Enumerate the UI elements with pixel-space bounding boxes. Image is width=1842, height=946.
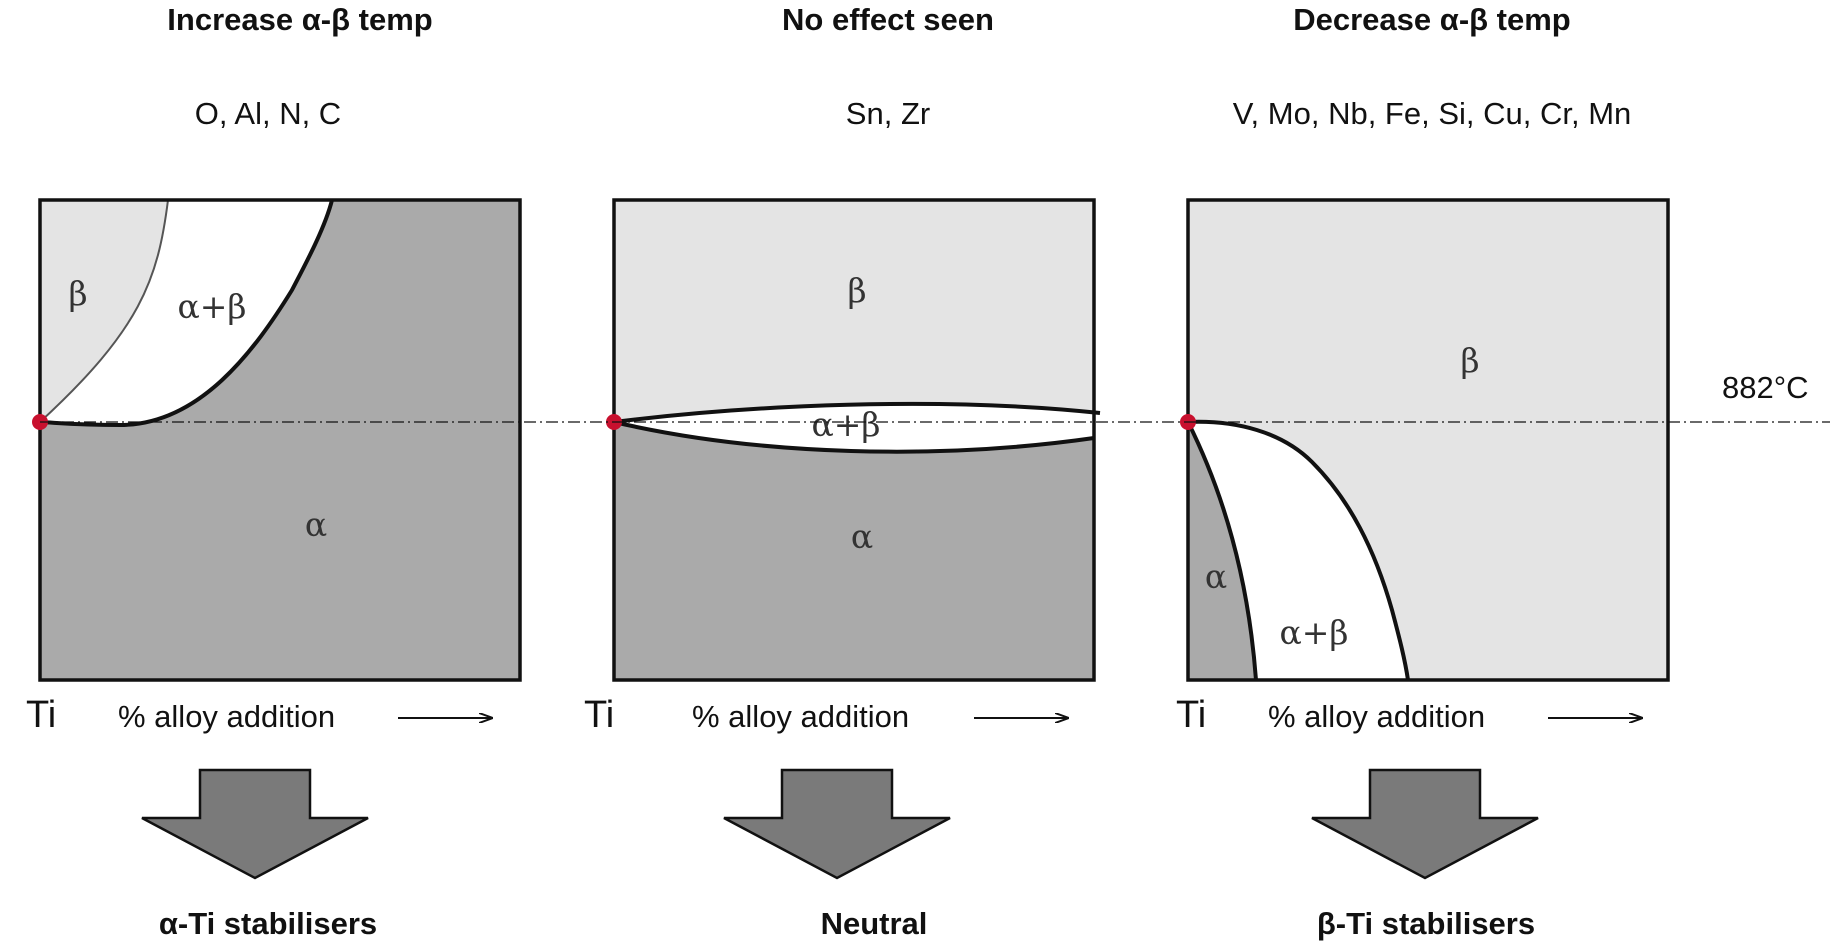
panel-2-down-arrow-icon [723,768,951,880]
panel-3-origin-label: Ti [1176,694,1206,736]
panel-1-elements: O, Al, N, C [195,96,341,131]
panel-1-frame [38,198,522,682]
panel-3-frame [1186,198,1670,682]
panel-3-alpha-region [1188,422,1256,680]
panel-beta-stabilisers: Decrease α-β temp V, Mo, Nb, Fe, Si, Cu,… [1176,2,1670,941]
panel-neutral: No effect seen Sn, Zr β α+β α Ti % alloy… [584,2,1101,941]
panel-2-outcome: Neutral [821,906,928,941]
panel-2-alpha-beta-region [614,403,1094,452]
panel-3-alpha-transus-line [1186,421,1258,681]
panel-1-alpha-beta-label: α+β [177,287,246,326]
panel-3-alpha-beta-label: α+β [1279,613,1348,652]
panel-1-origin-label: Ti [26,694,56,736]
panel-1-header: Increase α-β temp [167,2,432,37]
panel-3-header: Decrease α-β temp [1293,2,1571,37]
panel-3-elements: V, Mo, Nb, Fe, Si, Cu, Cr, Mn [1233,96,1632,131]
panel-1-beta-label: β [68,274,87,313]
panel-2-frame [612,198,1096,682]
panel-2-alpha-label: α [851,517,873,556]
panel-1-alpha-transus-line [39,199,334,428]
panel-2-alpha-beta-label: α+β [811,405,880,444]
panel-3-alpha-label: α [1205,557,1227,596]
panel-3-phase-diagram: β α+β α [1180,198,1670,682]
panel-1-beta-transus-line [39,199,169,423]
panel-2-beta-region [614,200,1094,422]
panel-2-phase-diagram: β α+β α [606,198,1101,682]
panel-3-down-arrow-icon [1311,768,1539,880]
panel-1-down-arrow-icon [141,768,369,880]
panel-1-phase-diagram: β α+β α [32,198,522,682]
reference-temperature-label: 882°C [1722,370,1809,405]
panel-alpha-stabilisers: Increase α-β temp O, Al, N, C β α+β α Ti… [26,2,522,941]
panel-1-alpha-label: α [305,505,327,544]
panel-2-origin-label: Ti [584,694,614,736]
panel-2-x-axis-label: % alloy addition [692,699,909,734]
panel-2-header: No effect seen [782,2,994,37]
panel-3-x-axis-label: % alloy addition [1268,699,1485,734]
panel-3-alpha-beta-region [1188,421,1408,680]
panel-1-outcome: α-Ti stabilisers [159,906,377,941]
panel-1-x-axis-label: % alloy addition [118,699,335,734]
panel-3-beta-label: β [1460,341,1479,380]
panel-2-beta-label: β [847,271,866,310]
panel-2-elements: Sn, Zr [846,96,930,131]
panel-1-beta-region [40,200,168,422]
panel-3-beta-transus-line [1187,419,1410,681]
panel-1-alpha-beta-region [40,200,332,425]
panel-3-outcome: β-Ti stabilisers [1317,906,1535,941]
panel-2-beta-transus-line [613,401,1101,424]
panel-2-alpha-transus-line [613,420,1095,454]
